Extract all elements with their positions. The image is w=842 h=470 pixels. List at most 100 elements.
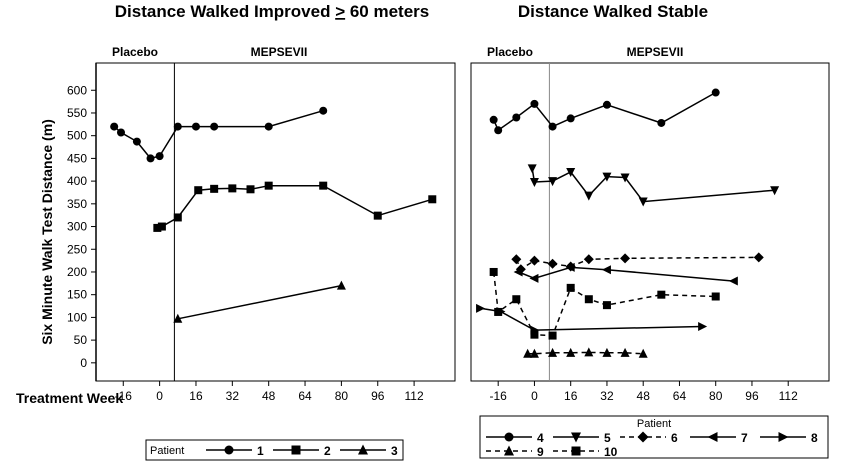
right-data-point-patient-7 — [565, 262, 575, 272]
right-x-tick-label: -16 — [490, 389, 508, 403]
right-data-point-patient-9 — [638, 348, 648, 358]
right-x-ticks: -16 0 16 32 48 64 80 96 112 — [490, 381, 798, 403]
right-data-point-patient-4 — [602, 100, 611, 109]
right-data-point-patient-5 — [638, 197, 648, 207]
legend-label-patient-6: 6 — [671, 431, 678, 445]
x-axis-label: Treatment Week — [16, 390, 123, 406]
left-data-point-patient-2 — [153, 223, 162, 232]
left-x-tick-label: 48 — [262, 389, 276, 403]
right-x-tick-label: 48 — [637, 389, 651, 403]
left-x-tick-label: 96 — [371, 389, 385, 403]
left-plot-frame — [95, 62, 456, 382]
right-x-tick-label: 0 — [531, 389, 538, 403]
right-data-point-patient-5 — [602, 172, 612, 182]
right-data-point-patient-10 — [494, 307, 503, 316]
right-data-point-patient-8 — [476, 303, 486, 313]
right-data-point-patient-10 — [566, 283, 575, 292]
left-x-tick-label: 80 — [335, 389, 349, 403]
left-x-tick-label: 16 — [189, 389, 203, 403]
right-data-point-patient-5 — [770, 186, 780, 196]
right-data-point-patient-7 — [728, 276, 738, 286]
left-data-point-patient-1 — [210, 122, 219, 131]
legend-marker-patient-7 — [707, 432, 718, 442]
left-data-point-patient-2 — [264, 181, 273, 190]
right-data-point-patient-4 — [489, 115, 498, 124]
left-x-tick-label: 0 — [156, 389, 163, 403]
left-data-point-patient-1 — [116, 128, 125, 137]
right-data-point-patient-10 — [657, 290, 666, 299]
left-data-point-patient-1 — [132, 137, 141, 146]
left-y-tick-label: 0 — [80, 356, 87, 370]
left-y-tick-label: 550 — [67, 106, 87, 120]
right-data-point-patient-9 — [548, 347, 558, 357]
right-chart-title: Distance Walked Stable — [518, 2, 708, 21]
left-x-ticks: -16 0 16 32 48 64 80 96 112 — [115, 381, 424, 403]
right-data-point-patient-6 — [583, 254, 594, 265]
right-data-point-patient-10 — [530, 330, 539, 339]
left-data-point-patient-2 — [246, 185, 255, 194]
right-data-point-patient-5 — [527, 164, 537, 174]
right-data-point-patient-6 — [547, 258, 558, 269]
right-data-point-patient-10 — [602, 301, 611, 310]
left-data-point-patient-2 — [373, 211, 382, 220]
legend-label-patient-1: 1 — [257, 444, 264, 458]
left-y-tick-label: 150 — [67, 288, 87, 302]
right-legend-title: Patient — [637, 418, 671, 430]
right-series-line-patient-10 — [492, 271, 716, 337]
legend-marker-patient-4 — [504, 432, 514, 442]
left-x-tick-label: -16 — [115, 389, 133, 403]
legend-marker-patient-9 — [504, 445, 514, 456]
left-y-tick-label: 200 — [67, 265, 87, 279]
left-y-tick-label: 500 — [67, 129, 87, 143]
legend-label-patient-7: 7 — [741, 431, 748, 445]
left-x-tick-label: 112 — [405, 389, 424, 403]
right-data-point-patient-6 — [511, 254, 522, 265]
left-y-ticks: 0 50 100 150 200 250 300 350 400 450 500 550 600 — [67, 83, 96, 370]
legend-label-patient-4: 4 — [537, 431, 544, 445]
left-y-tick-label: 450 — [67, 151, 87, 165]
right-data-point-patient-10 — [489, 267, 498, 276]
right-plot-frame — [470, 62, 830, 382]
left-data-point-patient-1 — [146, 154, 155, 163]
left-data-point-patient-2 — [157, 222, 166, 231]
right-x-tick-label: 16 — [564, 389, 578, 403]
right-data-point-patient-7 — [529, 273, 539, 283]
left-data-point-patient-3 — [336, 280, 346, 290]
y-axis-label: Six Minute Walk Test Distance (m) — [39, 119, 55, 345]
right-data-point-patient-9 — [620, 347, 630, 357]
right-data-point-patient-7 — [513, 267, 523, 277]
right-data-point-patient-10 — [711, 292, 720, 301]
legend-marker-patient-10 — [571, 446, 581, 456]
left-phase-mepsevii: MEPSEVII — [251, 45, 308, 59]
legend-label-patient-8: 8 — [811, 431, 818, 445]
legend-marker-patient-5 — [571, 432, 581, 443]
legend-marker-patient-1 — [224, 445, 234, 455]
left-y-tick-label: 250 — [67, 242, 87, 256]
right-data-point-patient-5 — [584, 191, 594, 201]
right-data-point-patient-10 — [512, 295, 521, 304]
right-x-tick-label: 32 — [600, 389, 614, 403]
left-data-point-patient-3 — [173, 313, 183, 323]
right-legend: Patient 4 5 6 7 8 9 10 — [479, 415, 829, 459]
right-data-point-patient-4 — [548, 122, 557, 131]
right-data-point-patient-4 — [512, 113, 521, 122]
right-series-line-patient-4 — [493, 91, 717, 132]
right-data-point-patient-4 — [530, 99, 539, 108]
left-y-tick-label: 50 — [74, 333, 88, 347]
left-x-tick-label: 32 — [226, 389, 240, 403]
legend-marker-patient-3 — [358, 444, 368, 455]
left-series-line-patient-3 — [177, 284, 342, 320]
right-data-point-patient-5 — [548, 177, 558, 187]
right-data-point-patient-5 — [529, 178, 539, 188]
right-series-line-patient-5 — [531, 168, 775, 203]
left-data-point-patient-1 — [264, 122, 273, 131]
left-chart-title: Distance Walked Improved > 60 meters — [115, 2, 430, 21]
right-series-group — [476, 88, 780, 358]
left-data-point-patient-2 — [194, 186, 203, 195]
right-data-point-patient-4 — [494, 126, 503, 135]
right-series-line-patient-9 — [527, 351, 644, 355]
left-data-point-patient-2 — [319, 181, 328, 190]
right-data-point-patient-6 — [753, 252, 764, 263]
left-legend: Patient 1 2 3 — [145, 439, 404, 461]
